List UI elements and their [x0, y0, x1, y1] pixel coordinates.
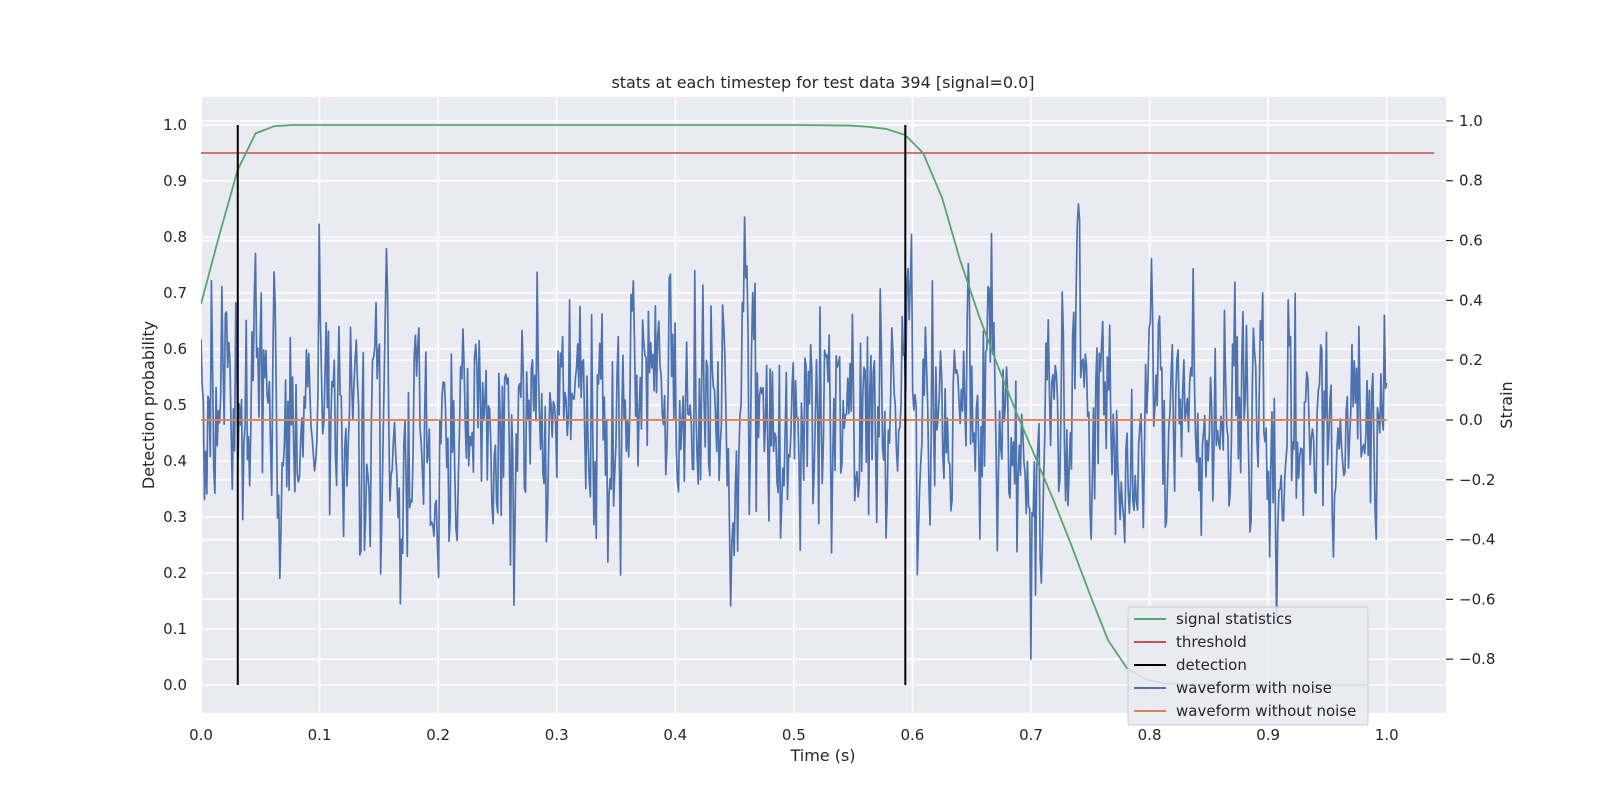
x-tick-label: 0.8: [1138, 726, 1162, 744]
y-tick-label-left: 0.8: [163, 228, 187, 246]
y-tick-label-right: −0.2: [1459, 471, 1495, 489]
x-tick-label: 0.7: [1019, 726, 1043, 744]
y-tick-label-right: −0.6: [1459, 590, 1495, 608]
legend-label: signal statistics: [1176, 610, 1292, 628]
y-tick-label-left: 0.6: [163, 340, 187, 358]
y-tick-label-left: 0.3: [163, 508, 187, 526]
y-tick-label-left: 1.0: [163, 116, 187, 134]
y-axis-label-left: Detection probability: [139, 321, 158, 489]
y-tick-label-right: −0.8: [1459, 650, 1495, 668]
y-tick-label-right: 0.8: [1459, 172, 1483, 190]
series-waveform-with-noise: [201, 203, 1388, 661]
x-axis-label: Time (s): [789, 746, 855, 765]
y-tick-label-right: 0.4: [1459, 291, 1483, 309]
y-tick-label-right: 1.0: [1459, 112, 1483, 130]
y-tick-label-left: 0.4: [163, 452, 187, 470]
legend: signal statistics threshold detection wavef…: [1127, 606, 1369, 726]
y-tick-label-right: 0.6: [1459, 232, 1483, 250]
legend-label: threshold: [1176, 633, 1247, 651]
x-tick-label: 0.0: [189, 726, 213, 744]
legend-label: waveform without noise: [1176, 702, 1356, 720]
y-tick-label-right: −0.4: [1459, 531, 1495, 549]
y-tick-label-right: 0.2: [1459, 351, 1483, 369]
y-tick-label-left: 0.1: [163, 620, 187, 638]
legend-label: detection: [1176, 656, 1247, 674]
y-tick-label-left: 0.9: [163, 172, 187, 190]
y-axis-label-right: Strain: [1497, 381, 1516, 428]
x-tick-label: 0.2: [426, 726, 450, 744]
x-tick-label: 0.6: [900, 726, 924, 744]
x-tick-label: 0.9: [1256, 726, 1280, 744]
y-tick-label-left: 0.7: [163, 284, 187, 302]
legend-box: [1127, 606, 1369, 726]
legend-label: waveform with noise: [1176, 679, 1332, 697]
chart-title: stats at each timestep for test data 394…: [611, 73, 1034, 92]
x-tick-label: 0.4: [663, 726, 687, 744]
x-tick-label: 0.1: [308, 726, 332, 744]
y-tick-label-right: 0.0: [1459, 411, 1483, 429]
x-tick-label: 0.3: [545, 726, 569, 744]
y-tick-label-left: 0.2: [163, 564, 187, 582]
y-tick-label-left: 0.5: [163, 396, 187, 414]
x-tick-label: 1.0: [1375, 726, 1399, 744]
x-tick-label: 0.5: [782, 726, 806, 744]
y-tick-label-left: 0.0: [163, 676, 187, 694]
ticks: 0.0 0.1 0.2 0.3 0.4 0.5 0.6 0.7 0.8 0.9 1.0 0.0 0.1 0…: [163, 112, 1495, 744]
